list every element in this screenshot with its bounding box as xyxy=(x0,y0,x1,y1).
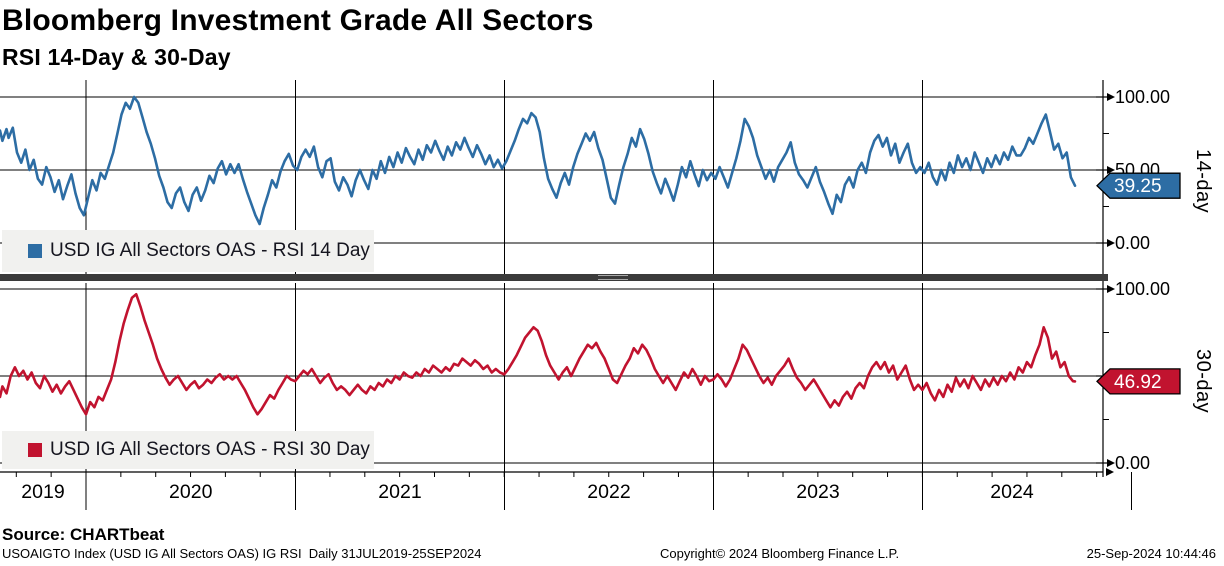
panel-label-30-day: 30-day xyxy=(1192,348,1214,414)
x-year-label: 2023 xyxy=(796,481,839,503)
x-year-label: 2024 xyxy=(990,481,1034,503)
y-tick-arrow-icon xyxy=(1107,285,1115,293)
rsi-30-last-value-badge xyxy=(1096,368,1181,395)
y-tick-label: 0.00 xyxy=(1115,233,1150,253)
source-line: Source: CHARTbeat xyxy=(2,525,165,544)
rsi-30-line xyxy=(0,292,1077,416)
rsi-30-legend-label: USD IG All Sectors OAS - RSI 30 Day xyxy=(50,439,370,460)
y-tick-arrow-icon xyxy=(1107,239,1115,247)
y-tick-arrow-icon xyxy=(1107,166,1115,174)
x-year-label: 2019 xyxy=(21,481,64,503)
x-year-label: 2022 xyxy=(587,481,630,503)
legend-rsi-30[interactable]: USD IG All Sectors OAS - RSI 30 Day xyxy=(2,431,374,469)
rsi-30-swatch xyxy=(28,443,42,457)
panel-label-14-day: 14-day xyxy=(1192,148,1214,214)
panel-separator xyxy=(0,274,1108,281)
x-year-label: 2020 xyxy=(169,481,213,503)
y-tick-label: 0.00 xyxy=(1115,453,1150,473)
rsi-chart: 0.0050.00100.000.0050.00100.002019202020… xyxy=(0,80,1181,510)
timestamp: 25-Sep-2024 10:44:46 xyxy=(1086,546,1216,561)
y-tick-label: 100.00 xyxy=(1115,279,1170,299)
ticker-description: USOAIGTO Index (USD IG All Sectors OAS) … xyxy=(2,546,482,561)
x-year-label: 2021 xyxy=(378,481,421,503)
y-tick-label: 100.00 xyxy=(1115,87,1170,107)
page-title: Bloomberg Investment Grade All Sectors xyxy=(2,4,594,37)
rsi-14-legend-label: USD IG All Sectors OAS - RSI 14 Day xyxy=(50,240,370,261)
copyright-text: Copyright© 2024 Bloomberg Finance L.P. xyxy=(660,546,900,561)
x-axis-arrow-icon xyxy=(1106,468,1114,476)
footer-row: USOAIGTO Index (USD IG All Sectors OAS) … xyxy=(0,546,1224,564)
page-subtitle: RSI 14-Day & 30-Day xyxy=(2,44,231,70)
panel-resize-handle[interactable] xyxy=(598,275,628,280)
last-value-text: 39.25 xyxy=(1114,176,1162,197)
rsi-14-line xyxy=(0,95,1077,226)
y-tick-arrow-icon xyxy=(1107,459,1115,467)
rsi-14-last-value-badge xyxy=(1096,172,1181,199)
rsi-14-swatch xyxy=(28,244,42,258)
legend-rsi-14[interactable]: USD IG All Sectors OAS - RSI 14 Day xyxy=(2,230,374,272)
last-value-text: 46.92 xyxy=(1114,372,1162,393)
y-tick-arrow-icon xyxy=(1107,93,1115,101)
